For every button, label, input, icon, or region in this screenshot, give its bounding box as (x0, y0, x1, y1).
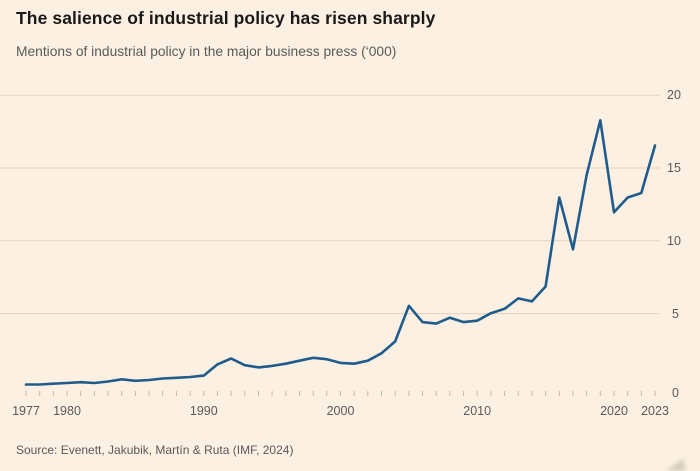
svg-text:1980: 1980 (53, 404, 81, 418)
svg-text:2020: 2020 (600, 404, 628, 418)
svg-text:0: 0 (672, 386, 679, 400)
svg-text:1977: 1977 (12, 404, 40, 418)
svg-text:10: 10 (667, 234, 681, 248)
svg-text:5: 5 (672, 307, 679, 321)
svg-text:20: 20 (667, 88, 681, 102)
svg-text:2010: 2010 (463, 404, 491, 418)
svg-text:2023: 2023 (641, 404, 669, 418)
svg-text:1990: 1990 (190, 404, 218, 418)
svg-text:2000: 2000 (327, 404, 355, 418)
svg-text:15: 15 (667, 161, 681, 175)
